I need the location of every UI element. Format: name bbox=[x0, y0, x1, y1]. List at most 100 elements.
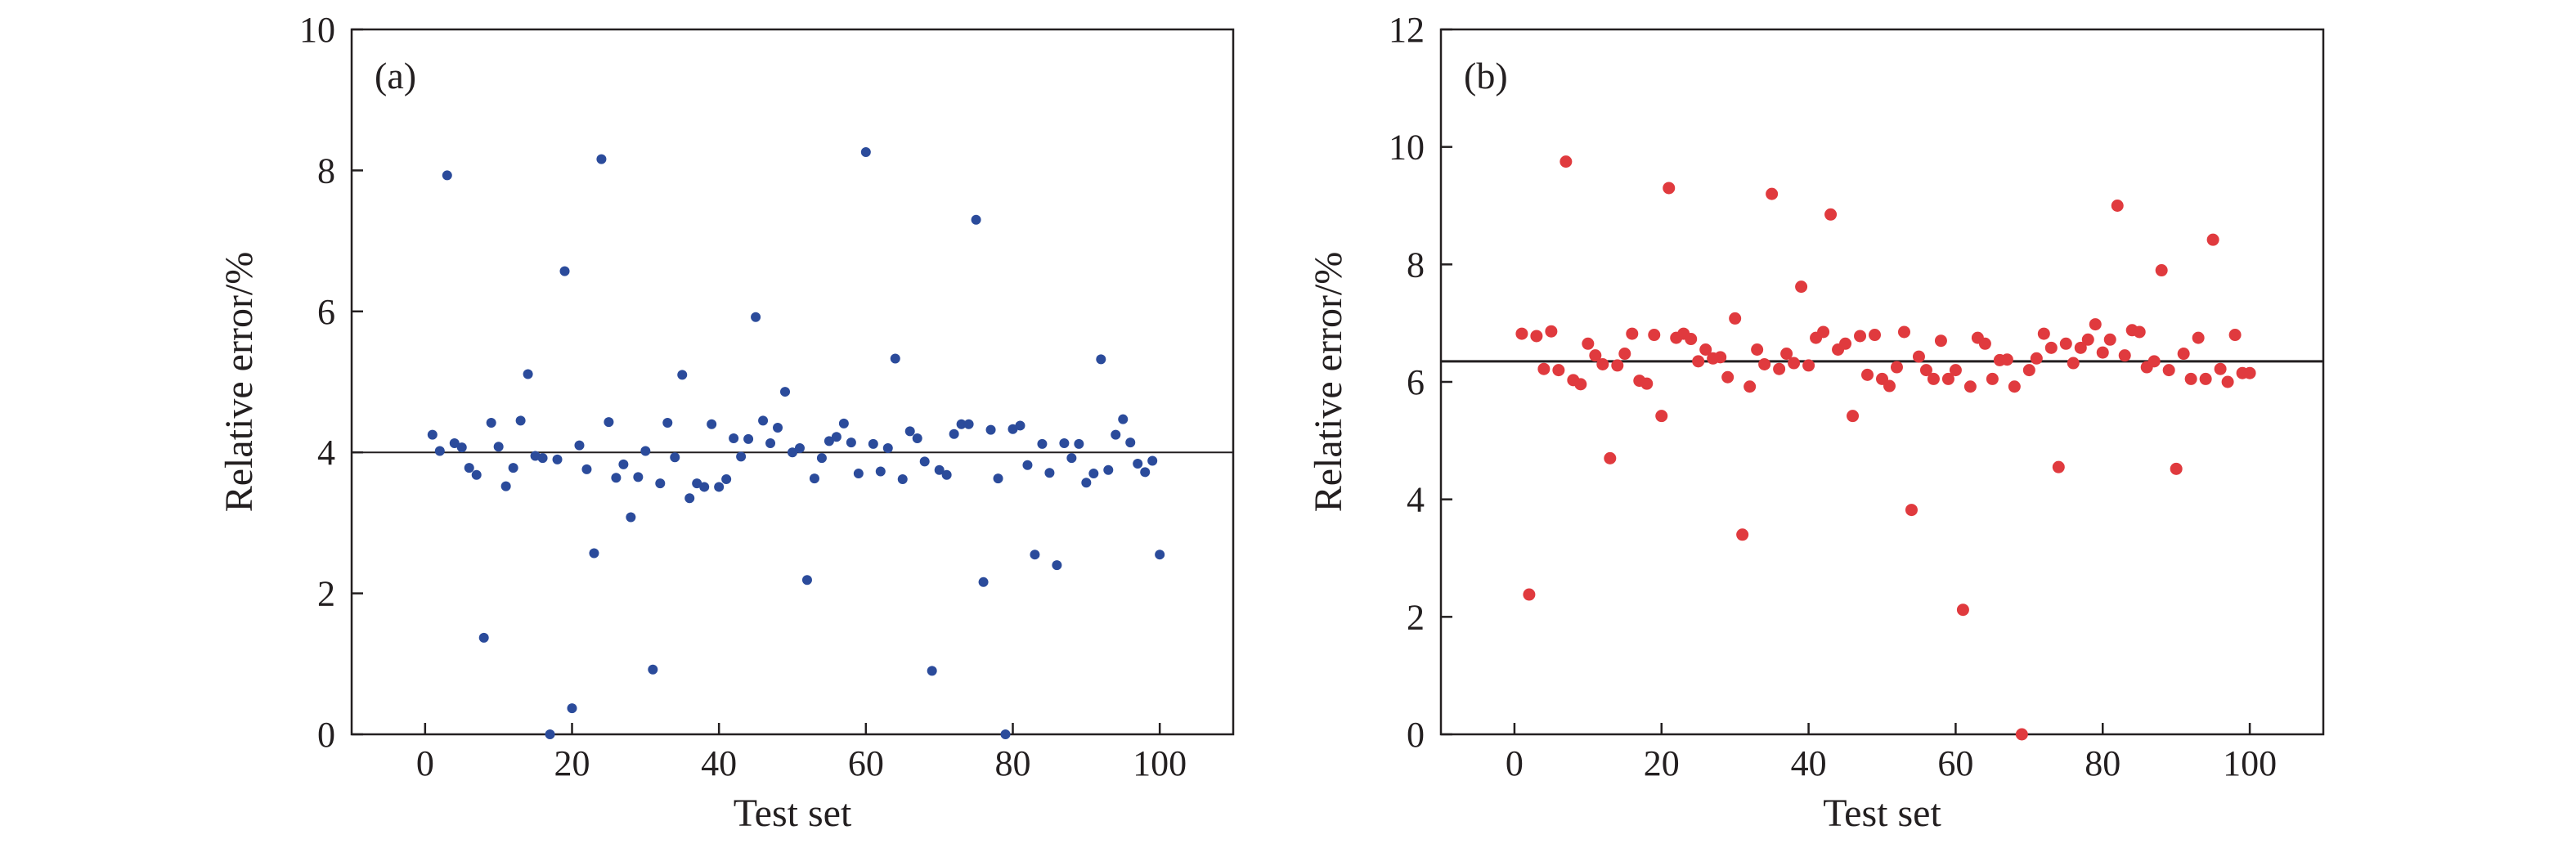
x-tick-label: 0 bbox=[1506, 743, 1524, 783]
data-point bbox=[1766, 187, 1779, 200]
data-point bbox=[486, 417, 496, 428]
data-point bbox=[449, 437, 460, 448]
data-point bbox=[2008, 380, 2021, 393]
data-point bbox=[971, 214, 981, 225]
data-point bbox=[941, 469, 952, 480]
data-point bbox=[816, 453, 827, 464]
data-point bbox=[1780, 348, 1793, 361]
data-point bbox=[1604, 451, 1617, 464]
data-point bbox=[1861, 368, 1874, 381]
data-point bbox=[1118, 414, 1129, 424]
data-point bbox=[1133, 458, 1143, 469]
data-point bbox=[1963, 380, 1977, 393]
data-point bbox=[721, 473, 732, 484]
data-point bbox=[1125, 437, 1136, 448]
data-point bbox=[1596, 357, 1609, 370]
data-point bbox=[2089, 318, 2102, 331]
data-point bbox=[464, 463, 474, 473]
x-tick-label: 60 bbox=[1937, 743, 1973, 783]
data-point bbox=[1897, 325, 1910, 339]
x-tick-label: 40 bbox=[1791, 743, 1827, 783]
panel-label: (b) bbox=[1464, 55, 1508, 96]
data-point bbox=[1626, 327, 1639, 340]
data-point bbox=[2015, 728, 2028, 741]
data-point bbox=[956, 419, 967, 429]
data-point bbox=[1111, 429, 1121, 440]
data-point bbox=[1015, 420, 1025, 431]
data-point bbox=[434, 446, 445, 456]
data-point bbox=[1729, 312, 1742, 325]
data-point bbox=[751, 312, 761, 322]
data-point bbox=[1560, 155, 1573, 168]
data-point bbox=[1530, 330, 1543, 343]
data-point bbox=[1685, 333, 1698, 346]
data-point bbox=[2111, 200, 2124, 212]
data-point bbox=[1919, 364, 1932, 377]
data-point bbox=[707, 419, 717, 429]
data-point bbox=[1574, 378, 1587, 391]
data-point bbox=[2103, 333, 2116, 346]
x-tick-label: 20 bbox=[1644, 743, 1680, 783]
data-point bbox=[1912, 350, 1925, 363]
data-point bbox=[2228, 329, 2242, 342]
data-point bbox=[2052, 460, 2065, 473]
data-point bbox=[1030, 550, 1040, 560]
data-point bbox=[677, 370, 688, 380]
x-tick-label: 40 bbox=[701, 743, 737, 783]
data-point bbox=[559, 266, 570, 276]
data-point bbox=[442, 170, 452, 181]
data-point bbox=[2214, 362, 2227, 375]
data-point bbox=[545, 729, 555, 739]
data-point bbox=[1037, 438, 1048, 449]
data-point bbox=[2044, 341, 2058, 354]
y-tick-label: 6 bbox=[1407, 362, 1425, 402]
data-point bbox=[1044, 468, 1055, 478]
data-point bbox=[780, 387, 791, 397]
data-point bbox=[743, 433, 754, 444]
data-point bbox=[1824, 208, 1838, 221]
y-tick-label: 4 bbox=[317, 433, 335, 473]
data-point bbox=[567, 703, 577, 714]
y-tick-label: 6 bbox=[317, 292, 335, 332]
data-point bbox=[1773, 362, 1786, 375]
data-point bbox=[2074, 341, 2087, 354]
data-point bbox=[456, 442, 467, 453]
data-point bbox=[1854, 330, 1867, 343]
data-point bbox=[904, 426, 915, 437]
data-point bbox=[1103, 464, 1114, 475]
data-point bbox=[2155, 264, 2168, 277]
data-point bbox=[640, 446, 651, 456]
data-point bbox=[1978, 337, 1991, 350]
data-point bbox=[978, 577, 989, 587]
data-point bbox=[1081, 478, 1092, 488]
data-point bbox=[2177, 348, 2190, 361]
data-point bbox=[1582, 337, 1595, 350]
data-point bbox=[934, 464, 945, 475]
data-point bbox=[736, 451, 747, 462]
data-point bbox=[875, 466, 886, 477]
data-point bbox=[1905, 504, 1918, 517]
data-point bbox=[2118, 349, 2131, 362]
data-point bbox=[1847, 410, 1860, 423]
chart-panel-a: 0 20 40 60 80 100 0 2 4 6 8 10 Test set Relative erro… bbox=[218, 10, 1235, 835]
data-point bbox=[1699, 343, 1712, 356]
y-tick-label: 8 bbox=[1407, 245, 1425, 285]
y-tick-label: 2 bbox=[1407, 597, 1425, 637]
data-point bbox=[515, 415, 526, 426]
data-point bbox=[765, 437, 776, 448]
data-point bbox=[773, 423, 783, 433]
data-point bbox=[1736, 528, 1749, 541]
y-tick-label: 2 bbox=[317, 574, 335, 614]
data-point bbox=[831, 432, 841, 442]
data-point bbox=[2184, 372, 2197, 385]
data-point bbox=[655, 478, 666, 489]
data-point bbox=[2199, 372, 2212, 385]
data-point bbox=[949, 428, 959, 439]
data-point bbox=[1008, 424, 1018, 434]
data-point bbox=[1059, 437, 1070, 448]
chart-panel-b: 0 20 40 60 80 100 0 2 4 6 8 10 12 Test set Relative er… bbox=[1307, 10, 2325, 835]
data-point bbox=[478, 632, 489, 643]
data-point bbox=[2147, 355, 2161, 368]
data-point bbox=[1618, 348, 1631, 361]
